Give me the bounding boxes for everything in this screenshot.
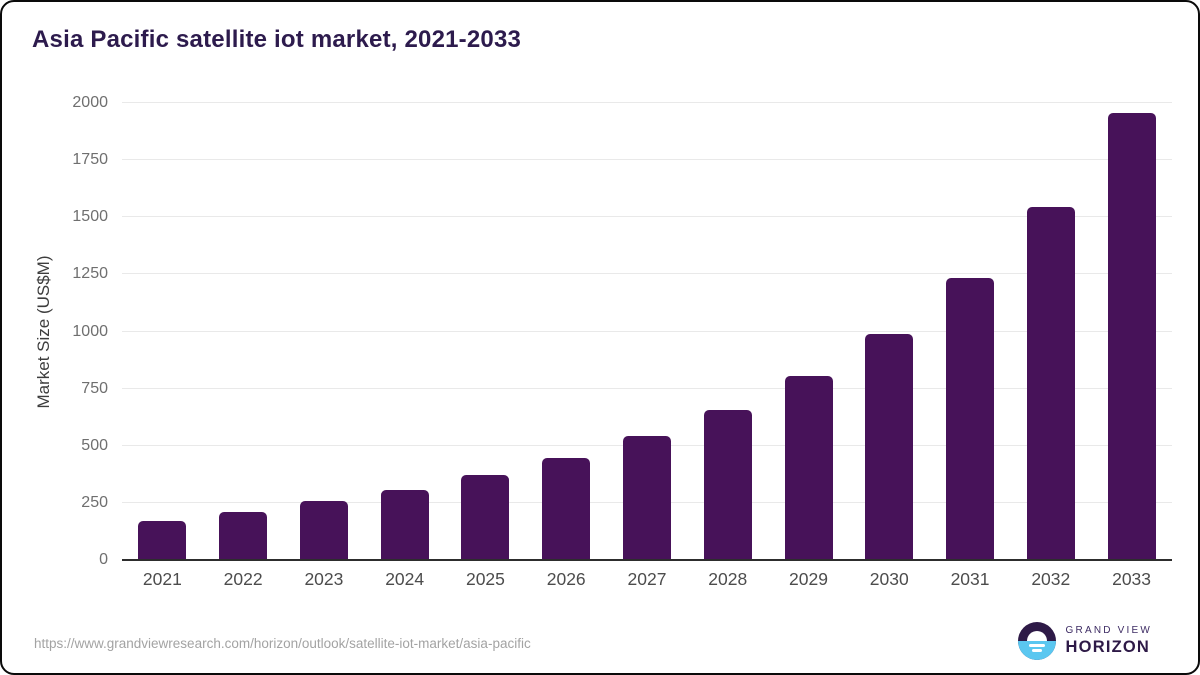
bar-2026[interactable] [542,457,591,560]
bar-slot-2030 [849,103,930,560]
logo-text: GRAND VIEW HORIZON [1066,626,1152,656]
y-tick-1250: 1250 [72,265,108,283]
x-tick-2032: 2032 [1031,569,1071,589]
bar-2021[interactable] [138,520,187,560]
x-tick-2033: 2033 [1112,569,1152,589]
bar-2024[interactable] [380,489,429,560]
bar-slot-2026 [526,103,607,560]
y-tick-0: 0 [99,551,108,568]
y-tick-1750: 1750 [72,151,108,169]
bar-2023[interactable] [299,501,348,560]
x-tick-2024: 2024 [385,569,425,589]
gridline-1000 [122,330,1172,332]
bar-slot-2032 [1010,103,1091,560]
x-tick-2023: 2023 [304,569,344,589]
gridline-1750 [122,159,1172,161]
gridline-1250 [122,273,1172,275]
x-tick-2027: 2027 [627,569,667,589]
y-tick-250: 250 [81,493,108,511]
y-tick-750: 750 [81,379,108,397]
x-tick-2022: 2022 [223,569,263,589]
bars-row [122,103,1172,560]
logo-sun-shape [1026,631,1047,641]
bar-slot-2027 [607,103,688,560]
x-tick-2028: 2028 [708,569,748,589]
grand-view-horizon-logo: GRAND VIEW HORIZON [1017,622,1152,660]
x-tick-2026: 2026 [546,569,586,589]
bar-slot-2033 [1091,103,1172,560]
logo-reflection-line [1028,644,1045,647]
bar-2031[interactable] [946,278,995,560]
x-tick-2029: 2029 [789,569,828,589]
x-axis-labels: 2021 2022 2023 2024 2025 2026 2027 2028 2029 2030… [122,569,1172,590]
y-tick-1000: 1000 [72,322,108,340]
x-tick-2025: 2025 [465,569,505,589]
bar-slot-2023 [284,103,365,560]
gridline-750 [122,387,1172,389]
bar-slot-2025 [445,103,526,560]
y-tick-500: 500 [81,436,108,454]
source-url: https://www.grandviewresearch.com/horizo… [34,636,531,651]
bar-slot-2024 [364,103,445,560]
plot-area [122,102,1172,561]
bar-slot-2031 [930,103,1011,560]
bar-2032[interactable] [1026,207,1075,560]
bar-2025[interactable] [461,475,510,560]
chart-title: Asia Pacific satellite iot market, 2021-… [32,26,522,53]
y-tick-1500: 1500 [72,208,108,226]
y-axis-ticks: 0 250 500 750 1000 1250 1500 1750 2000 [2,94,108,568]
x-axis-line [122,559,1172,561]
x-tick-2030: 2030 [869,569,909,589]
bar-2033[interactable] [1107,113,1156,560]
bar-slot-2021 [122,103,203,560]
bar-2029[interactable] [784,376,833,560]
bar-2030[interactable] [865,333,914,560]
bar-slot-2022 [203,103,284,560]
bar-slot-2029 [768,103,849,560]
gridline-1500 [122,216,1172,218]
gridline-2000 [122,102,1172,103]
bar-2022[interactable] [219,511,268,560]
bar-2027[interactable] [622,435,671,560]
bar-slot-2028 [687,103,768,560]
y-tick-2000: 2000 [72,94,108,111]
logo-text-grand-view: GRAND VIEW [1065,625,1152,637]
x-tick-2031: 2031 [950,569,990,589]
x-tick-2021: 2021 [142,569,182,589]
bar-2028[interactable] [703,409,752,560]
logo-text-horizon: HORIZON [1065,638,1151,657]
horizon-logo-icon [1017,622,1056,660]
logo-reflection-line [1031,649,1042,652]
